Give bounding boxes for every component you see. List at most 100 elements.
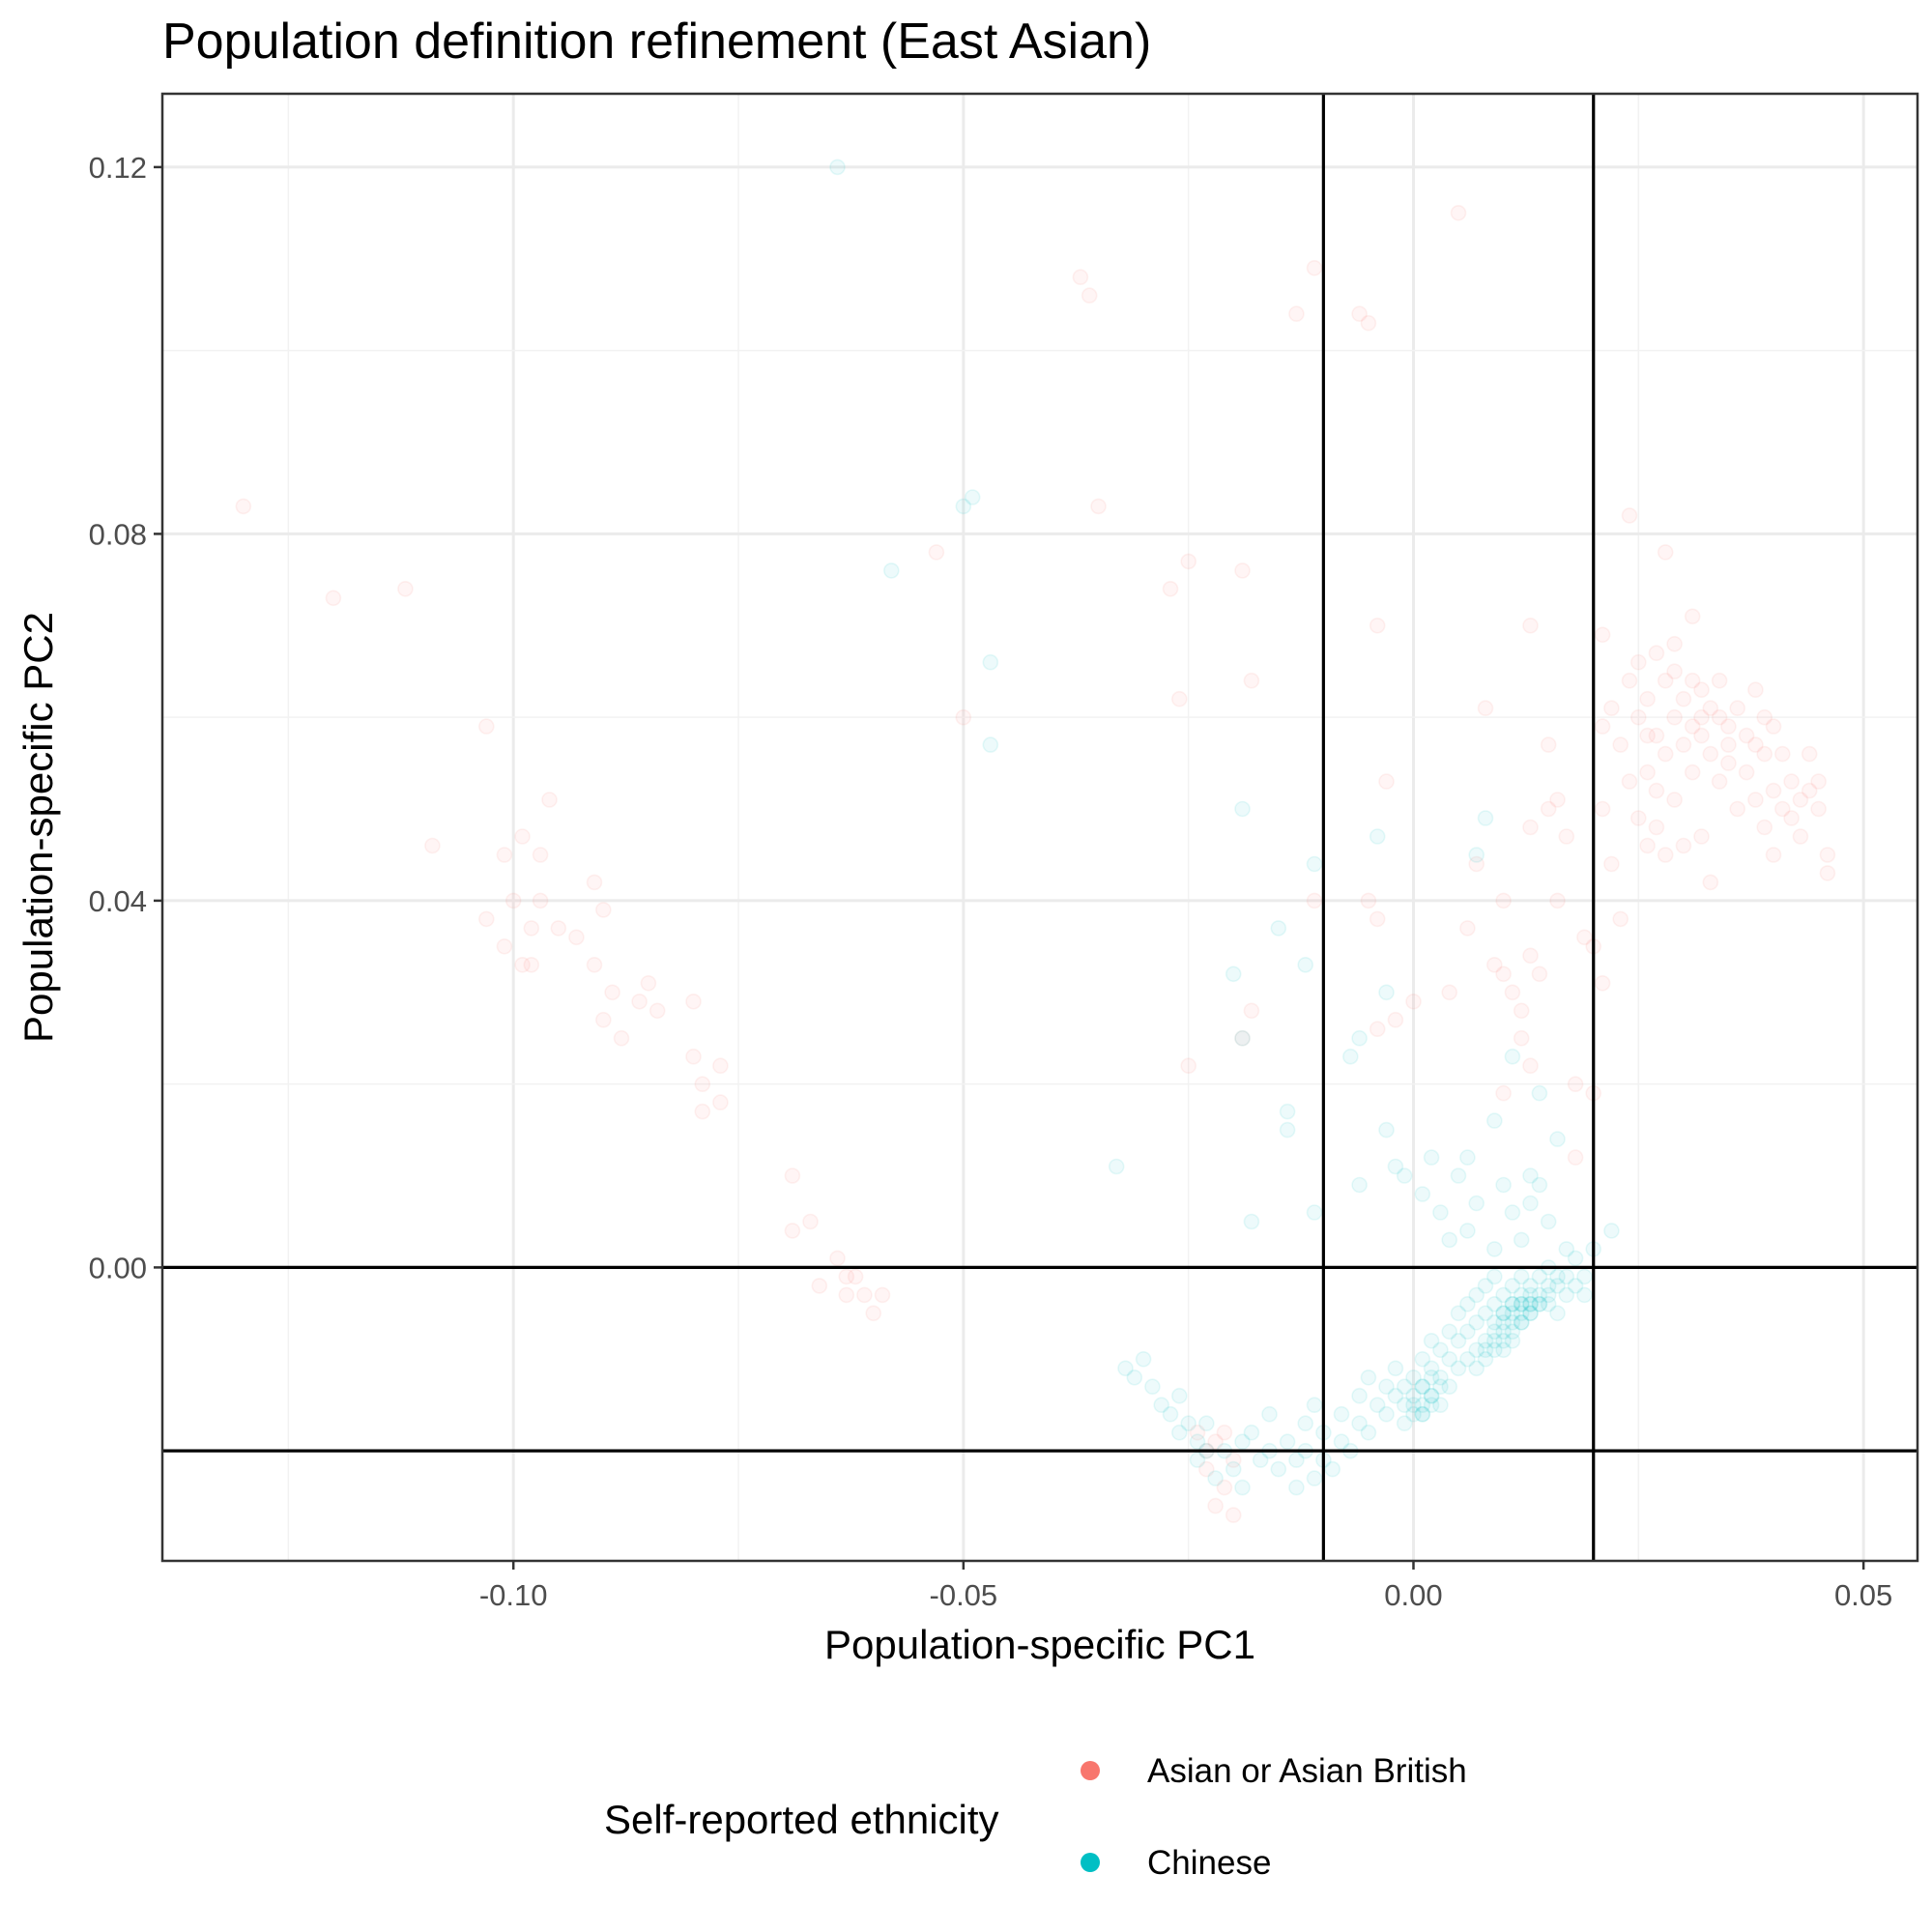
data-point	[694, 1103, 711, 1120]
data-point	[1477, 1341, 1494, 1359]
data-point	[1594, 974, 1611, 992]
data-point	[1648, 819, 1665, 836]
data-point	[235, 498, 252, 515]
data-point	[1216, 1424, 1233, 1441]
data-point	[1531, 966, 1548, 983]
data-point	[1504, 1048, 1521, 1065]
data-point	[1297, 956, 1313, 973]
data-point	[1243, 1002, 1260, 1020]
data-point	[1765, 718, 1782, 735]
data-point	[1486, 1268, 1503, 1285]
data-point	[1486, 956, 1503, 973]
data-point	[1468, 1314, 1485, 1331]
data-point	[1504, 1323, 1521, 1341]
data-point	[1297, 1415, 1313, 1431]
data-point	[1531, 1176, 1548, 1194]
data-point	[397, 580, 414, 597]
data-point	[1648, 645, 1665, 662]
data-point	[1594, 626, 1611, 644]
data-point	[514, 956, 531, 973]
data-point	[1369, 1397, 1386, 1413]
data-point	[1207, 1433, 1224, 1450]
data-point	[1414, 1405, 1431, 1423]
y-tick-label: 0.00	[89, 1251, 147, 1284]
data-point	[1486, 1296, 1503, 1312]
data-point	[1486, 1333, 1503, 1349]
data-point	[1531, 1296, 1548, 1312]
data-point	[1684, 672, 1701, 689]
data-point	[1387, 1360, 1404, 1377]
data-point	[1819, 847, 1836, 863]
data-point	[1576, 1268, 1593, 1285]
data-point	[1468, 855, 1485, 873]
data-point	[1639, 764, 1656, 781]
data-point	[1639, 727, 1656, 744]
data-point	[1153, 1397, 1169, 1413]
data-point	[1513, 1002, 1530, 1020]
legend-label-asian-or-asian-british: Asian or Asian British	[1147, 1752, 1467, 1790]
data-point	[1405, 994, 1422, 1010]
data-point	[1495, 1084, 1512, 1102]
data-point	[1603, 1223, 1620, 1239]
data-point	[1801, 782, 1818, 799]
data-point	[712, 1057, 729, 1074]
data-point	[1540, 1286, 1557, 1304]
data-point	[712, 1094, 729, 1110]
data-point	[955, 498, 972, 515]
data-point	[1495, 1323, 1512, 1341]
data-point	[1549, 1131, 1566, 1147]
data-point	[784, 1223, 801, 1239]
data-point	[1639, 837, 1656, 854]
data-point	[1504, 1296, 1521, 1312]
data-point	[829, 159, 846, 176]
data-point	[1522, 1286, 1539, 1304]
data-point	[1702, 745, 1719, 763]
data-point	[1702, 874, 1719, 891]
data-point	[1549, 892, 1566, 909]
data-point	[1351, 305, 1368, 323]
data-point	[1486, 1341, 1503, 1359]
data-point	[1243, 672, 1260, 689]
data-point	[1378, 773, 1395, 790]
x-axis-ticks: -0.10 -0.05 0.00 0.05	[479, 1561, 1892, 1612]
legend-key-chinese	[1081, 1853, 1100, 1872]
data-point	[1369, 910, 1386, 928]
data-point	[1369, 617, 1386, 634]
data-point	[1432, 1397, 1449, 1413]
data-point	[1522, 1296, 1539, 1312]
data-point	[1522, 1195, 1539, 1212]
data-point	[1306, 259, 1323, 276]
data-point	[1639, 690, 1656, 707]
legend: Self-reported ethnicity Asian or Asian B…	[604, 1752, 1467, 1882]
data-point	[1693, 708, 1710, 726]
data-point	[1540, 1278, 1557, 1294]
data-point	[1423, 1149, 1440, 1166]
x-axis-title: Population-specific PC1	[824, 1622, 1255, 1667]
data-point	[1234, 800, 1251, 818]
data-point	[1234, 1479, 1251, 1496]
data-point	[811, 1278, 828, 1294]
data-point	[1306, 1470, 1323, 1486]
data-point	[1126, 1370, 1143, 1386]
data-point	[1630, 810, 1647, 826]
data-point	[1504, 984, 1521, 1001]
data-point	[1513, 1296, 1530, 1312]
data-point	[1189, 1424, 1206, 1441]
data-point	[1171, 1387, 1188, 1404]
data-point	[1468, 1286, 1485, 1304]
data-point	[1549, 1305, 1566, 1322]
data-point	[1432, 1378, 1449, 1395]
data-point	[1423, 1397, 1440, 1413]
data-point	[631, 994, 648, 1010]
data-point	[1351, 1029, 1368, 1047]
data-point	[1567, 1250, 1584, 1267]
data-point	[496, 937, 513, 955]
data-point	[586, 956, 603, 973]
data-point	[640, 974, 657, 992]
data-point	[1387, 1387, 1404, 1404]
data-point	[1603, 855, 1620, 873]
data-point	[1135, 1351, 1152, 1368]
data-point	[1441, 984, 1457, 1001]
data-point	[1396, 1378, 1413, 1395]
data-point	[1405, 1397, 1422, 1413]
